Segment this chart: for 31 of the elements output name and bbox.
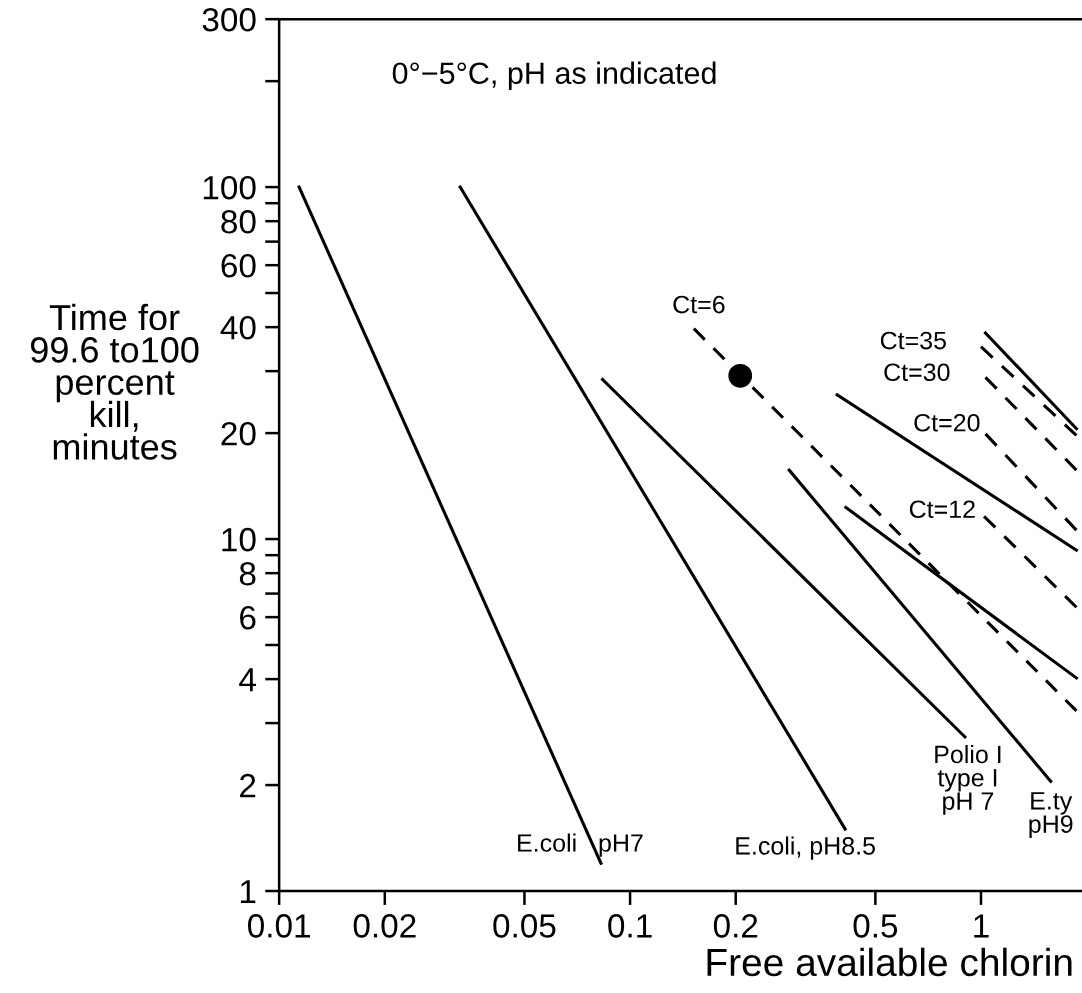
y-tick-label: 100 xyxy=(203,175,256,200)
y-tick-label: 80 xyxy=(221,210,256,234)
annotation: E.ty pH9 xyxy=(1029,792,1073,838)
y-axis-title: Time for 99.6 to100 percent kill, minutes xyxy=(30,303,199,460)
annotation: Ct=35 xyxy=(880,331,946,350)
y-tick-label: 4 xyxy=(239,668,256,692)
annotation: Ct=6 xyxy=(673,295,725,314)
x-axis-title: Free available chlorin xyxy=(707,947,1072,977)
y-tick-label: 1 xyxy=(240,880,256,904)
y-tick-label: 2 xyxy=(240,773,256,798)
annotation: Polio I type I pH 7 xyxy=(935,744,1001,815)
x-tick-label: 0.02 xyxy=(353,914,416,938)
annotation: 0°−5°C, pH as indicated xyxy=(392,61,716,91)
x-tick-label: 0.2 xyxy=(713,914,758,938)
annotation: Ct=20 xyxy=(914,413,980,432)
x-tick-label: 0.01 xyxy=(248,914,310,938)
y-tick-label: 8 xyxy=(239,561,256,586)
y-tick-label: 60 xyxy=(221,253,256,278)
y-tick-label: 6 xyxy=(240,605,256,630)
y-tick-label: 300 xyxy=(202,7,256,32)
x-tick-label: 0.05 xyxy=(493,914,556,938)
annotation: Ct=30 xyxy=(884,363,950,382)
annotation: E.coli pH7 xyxy=(518,833,643,857)
x-tick-label: 0.5 xyxy=(853,914,898,938)
y-tick-label: 20 xyxy=(221,421,256,446)
annotation: Ct=12 xyxy=(909,500,975,519)
x-tick-label: 1 xyxy=(974,914,989,938)
annotation: E.coli, pH8.5 xyxy=(736,836,875,860)
y-tick-label: 40 xyxy=(220,315,256,340)
x-tick-label: 0.1 xyxy=(608,914,652,938)
y-tick-label: 10 xyxy=(222,527,256,552)
